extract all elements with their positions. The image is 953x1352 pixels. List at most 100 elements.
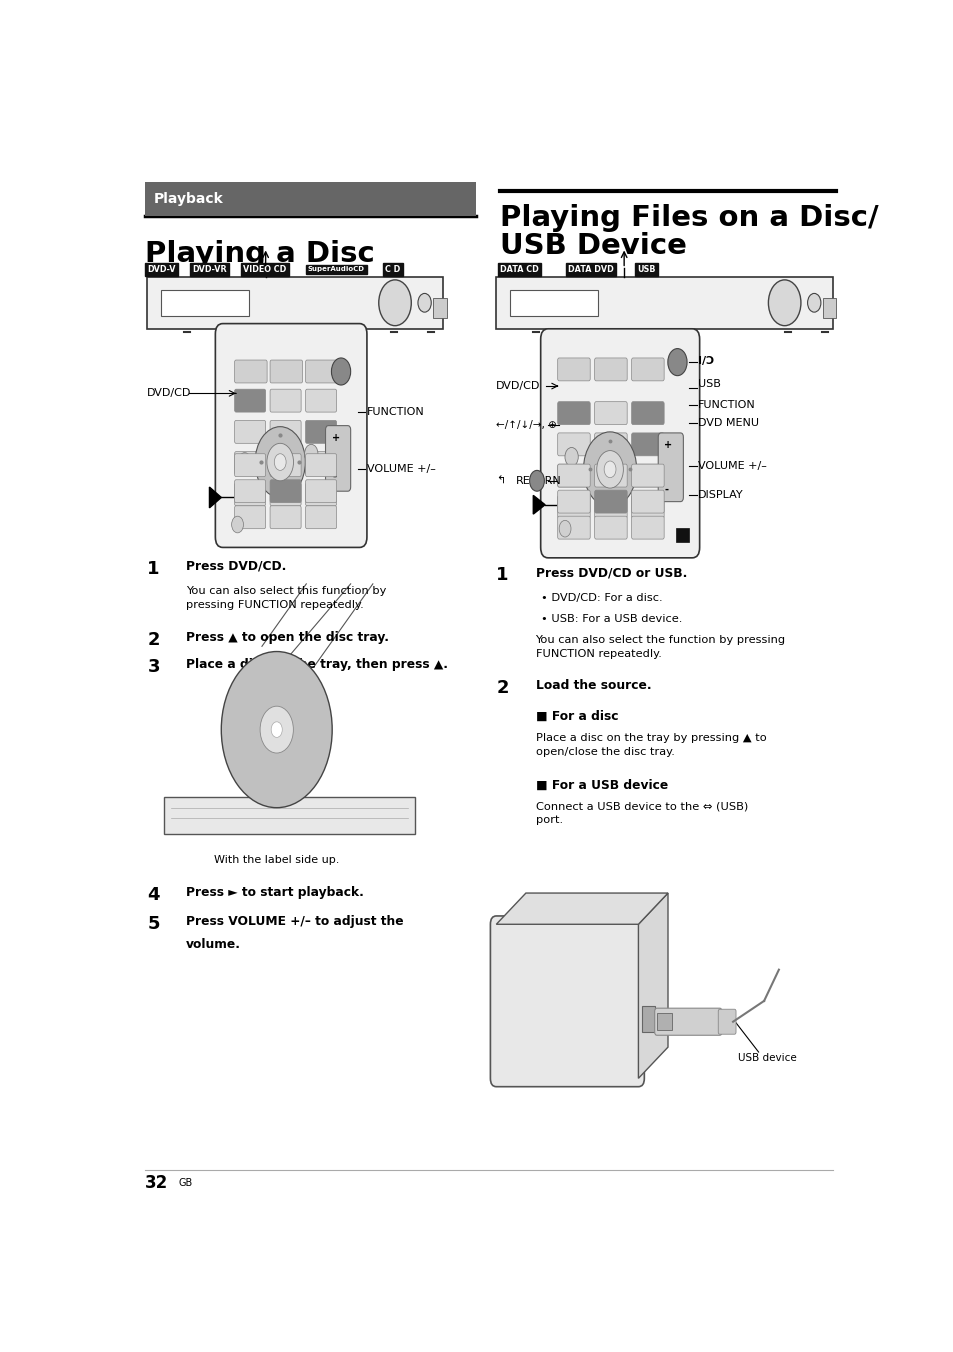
- Circle shape: [274, 454, 286, 470]
- FancyBboxPatch shape: [234, 360, 267, 383]
- Text: USB Device: USB Device: [499, 233, 686, 260]
- Circle shape: [636, 465, 649, 484]
- FancyBboxPatch shape: [215, 323, 367, 548]
- Text: DVD MENU: DVD MENU: [698, 418, 759, 427]
- Text: ■ For a USB device: ■ For a USB device: [535, 779, 667, 791]
- Text: ■ For a disc: ■ For a disc: [535, 710, 618, 723]
- Circle shape: [238, 453, 251, 472]
- Text: 2: 2: [496, 679, 508, 696]
- Text: Connect a USB device to the ⇔ (USB)
port.: Connect a USB device to the ⇔ (USB) port…: [535, 802, 747, 826]
- FancyBboxPatch shape: [234, 483, 265, 506]
- FancyBboxPatch shape: [631, 464, 663, 487]
- Text: DVD/CD: DVD/CD: [496, 381, 540, 391]
- Text: 1: 1: [147, 560, 160, 577]
- Text: 2: 2: [147, 630, 160, 649]
- Text: DISPLAY: DISPLAY: [698, 491, 743, 500]
- FancyBboxPatch shape: [658, 433, 682, 502]
- FancyBboxPatch shape: [270, 480, 301, 503]
- Text: Press ► to start playback.: Press ► to start playback.: [186, 886, 363, 899]
- Text: 3: 3: [147, 658, 160, 676]
- Text: Place a disc on the tray by pressing ▲ to
open/close the disc tray.: Place a disc on the tray by pressing ▲ t…: [535, 733, 765, 757]
- Circle shape: [271, 722, 282, 737]
- FancyBboxPatch shape: [654, 1009, 721, 1036]
- FancyBboxPatch shape: [822, 297, 836, 319]
- Text: Playback: Playback: [153, 192, 224, 207]
- FancyBboxPatch shape: [305, 360, 337, 383]
- FancyBboxPatch shape: [509, 291, 598, 316]
- FancyBboxPatch shape: [496, 277, 832, 329]
- Text: USB device: USB device: [738, 1053, 796, 1063]
- Circle shape: [232, 516, 243, 533]
- FancyBboxPatch shape: [641, 1006, 655, 1032]
- Polygon shape: [164, 798, 415, 834]
- Text: With the label side up.: With the label side up.: [213, 854, 339, 864]
- FancyBboxPatch shape: [594, 402, 626, 425]
- FancyBboxPatch shape: [270, 454, 301, 477]
- FancyBboxPatch shape: [234, 480, 265, 503]
- Text: 5: 5: [147, 915, 160, 933]
- FancyBboxPatch shape: [594, 464, 626, 487]
- Circle shape: [304, 445, 317, 464]
- FancyBboxPatch shape: [631, 464, 663, 487]
- Text: You can also select this function by
pressing FUNCTION repeatedly.: You can also select this function by pre…: [186, 585, 386, 610]
- Text: volume.: volume.: [186, 938, 240, 950]
- Circle shape: [267, 443, 294, 481]
- Circle shape: [260, 706, 294, 753]
- FancyBboxPatch shape: [270, 389, 301, 412]
- Circle shape: [603, 461, 616, 477]
- Text: 1: 1: [496, 566, 508, 584]
- FancyBboxPatch shape: [594, 491, 626, 512]
- FancyBboxPatch shape: [270, 506, 301, 529]
- Circle shape: [254, 427, 305, 498]
- Text: Press ▲ to open the disc tray.: Press ▲ to open the disc tray.: [186, 630, 389, 644]
- FancyBboxPatch shape: [234, 454, 265, 477]
- FancyBboxPatch shape: [631, 491, 663, 512]
- FancyBboxPatch shape: [325, 426, 351, 491]
- FancyBboxPatch shape: [270, 483, 301, 506]
- Text: DATA DVD: DATA DVD: [567, 265, 613, 274]
- Polygon shape: [638, 894, 667, 1079]
- FancyBboxPatch shape: [558, 464, 590, 487]
- FancyBboxPatch shape: [657, 1014, 671, 1030]
- FancyBboxPatch shape: [305, 420, 336, 443]
- FancyBboxPatch shape: [718, 1009, 736, 1034]
- Text: DVD-V: DVD-V: [147, 265, 175, 274]
- FancyBboxPatch shape: [558, 495, 590, 518]
- Text: VIDEO CD: VIDEO CD: [243, 265, 287, 274]
- FancyBboxPatch shape: [145, 183, 476, 216]
- Circle shape: [807, 293, 820, 312]
- Text: • DVD/CD: For a disc.: • DVD/CD: For a disc.: [541, 594, 662, 603]
- FancyBboxPatch shape: [305, 454, 336, 477]
- Circle shape: [767, 280, 801, 326]
- FancyBboxPatch shape: [540, 329, 699, 558]
- Circle shape: [583, 431, 636, 507]
- Text: C D: C D: [385, 265, 400, 274]
- Text: Press DVD/CD or USB.: Press DVD/CD or USB.: [535, 566, 686, 579]
- Circle shape: [417, 293, 431, 312]
- Text: 4: 4: [147, 886, 160, 903]
- FancyBboxPatch shape: [631, 495, 663, 518]
- Text: Playing a Disc: Playing a Disc: [145, 241, 375, 268]
- Text: -: -: [332, 472, 335, 481]
- Text: Press VOLUME +/– to adjust the: Press VOLUME +/– to adjust the: [186, 915, 403, 927]
- FancyBboxPatch shape: [234, 420, 265, 443]
- FancyBboxPatch shape: [558, 402, 590, 425]
- FancyBboxPatch shape: [594, 516, 626, 539]
- Text: • USB: For a USB device.: • USB: For a USB device.: [541, 614, 682, 625]
- Text: ↰: ↰: [496, 476, 505, 485]
- Text: Playing Files on a Disc/: Playing Files on a Disc/: [499, 204, 878, 233]
- Text: +: +: [663, 441, 672, 450]
- Polygon shape: [496, 894, 667, 925]
- FancyBboxPatch shape: [234, 506, 265, 529]
- Circle shape: [667, 349, 686, 376]
- Text: USB: USB: [698, 379, 720, 389]
- Text: RETURN: RETURN: [516, 476, 561, 485]
- FancyBboxPatch shape: [594, 495, 626, 518]
- Text: 32: 32: [145, 1174, 168, 1192]
- Text: +: +: [332, 433, 340, 443]
- Text: Load the source.: Load the source.: [535, 679, 651, 692]
- Circle shape: [564, 448, 578, 466]
- Text: DVD-VR: DVD-VR: [193, 265, 227, 274]
- FancyBboxPatch shape: [631, 358, 663, 381]
- Text: I/Ɔ: I/Ɔ: [698, 356, 714, 366]
